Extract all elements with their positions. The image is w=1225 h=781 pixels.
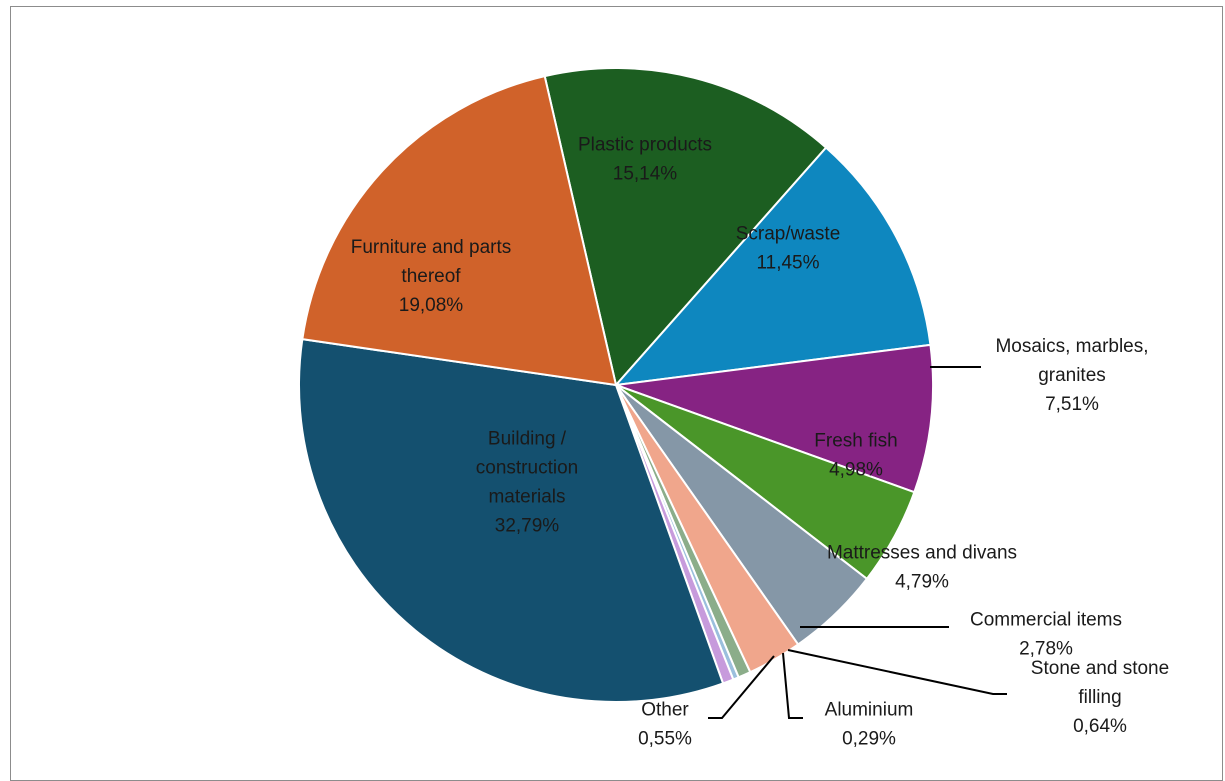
data-label-aluminium: Aluminium 0,29%: [825, 700, 914, 750]
data-label-building-construction-materials: Building / construction materials 32,79%: [476, 429, 578, 537]
data-label-plastic-products: Plastic products 15,14%: [578, 135, 712, 185]
slice-mosaics-marbles-granites: [615, 343, 935, 494]
leader-line-aluminium: [782, 652, 803, 719]
slice-furniture-and-parts-thereof: [301, 74, 618, 387]
leader-line-other: [708, 655, 775, 719]
slice-plastic-products: [543, 66, 828, 388]
data-labels: Plastic products 15,14% Scrap/waste 11,45% M…: [351, 135, 1169, 750]
leader-lines: [708, 366, 1007, 719]
data-label-mosaics-marbles-granites: Mosaics, marbles, granites 7,51%: [995, 336, 1148, 415]
data-label-other: Other 0,55%: [638, 700, 692, 750]
data-label-furniture-and-parts-thereof: Furniture and parts thereof 19,08%: [351, 237, 512, 316]
data-label-stone-and-stone-filling: Stone and stone filling 0,64%: [1031, 658, 1169, 737]
data-label-fresh-fish: Fresh fish 4,98%: [814, 431, 897, 481]
slice-scrap-waste: [613, 146, 932, 387]
data-label-mattresses-and-divans: Mattresses and divans 4,79%: [827, 543, 1017, 593]
slice-building-construction-materials: [298, 338, 725, 703]
data-label-scrap-waste: Scrap/waste 11,45%: [736, 224, 841, 274]
data-label-commercial-items: Commercial items 2,78%: [970, 610, 1122, 660]
pie-slices: [298, 66, 935, 703]
leader-line-stone-and-stone-filling: [787, 649, 1007, 695]
